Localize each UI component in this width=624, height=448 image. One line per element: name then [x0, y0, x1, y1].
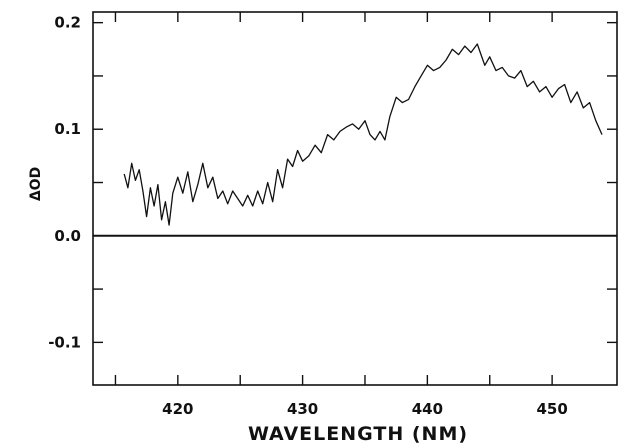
plot-frame: [92, 11, 618, 386]
plot-frame-layer: [92, 11, 618, 386]
y-tick-label: 0.2: [54, 14, 81, 32]
x-tick-label: 440: [412, 400, 443, 418]
x-axis-title: WAVELENGTH (NM): [248, 423, 468, 445]
y-tick-label: -0.1: [48, 333, 81, 351]
x-tick-label: 420: [162, 400, 193, 418]
y-axis-title: ΔOD: [28, 167, 44, 201]
x-tick-label: 450: [536, 400, 567, 418]
x-tick-label: 430: [287, 400, 318, 418]
y-tick-label: 0.0: [54, 227, 81, 245]
y-tick-label: 0.1: [54, 120, 81, 138]
tick-label-layer: 420 430 440 450 -0.1 0.0 0.1 0.2: [48, 14, 568, 418]
series-line-0: [123, 43, 603, 226]
tick-layer: [93, 12, 617, 385]
series-layer: [123, 43, 603, 226]
